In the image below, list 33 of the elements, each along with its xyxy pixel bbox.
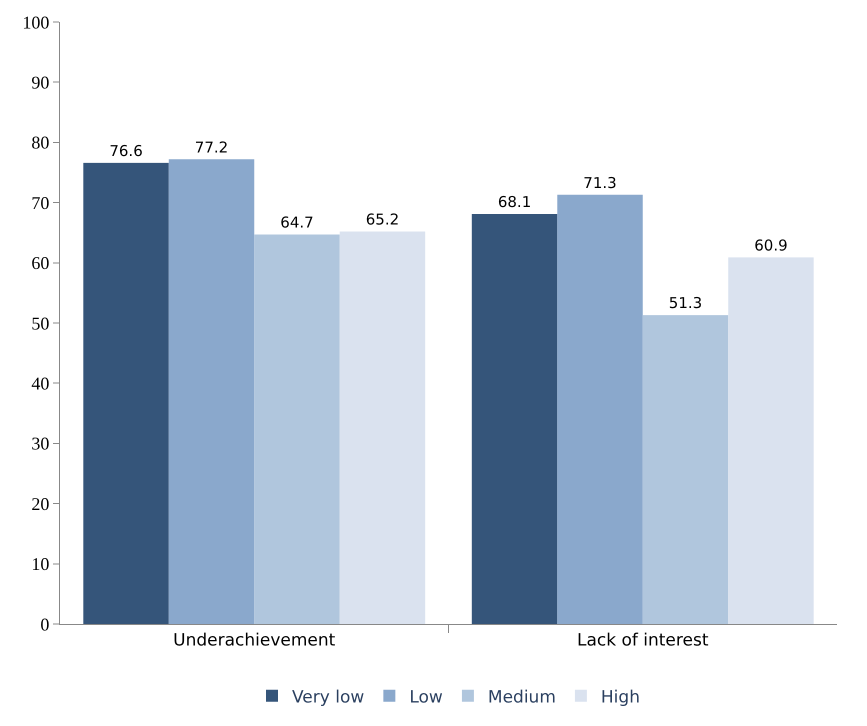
x-tick-label: Underachievement bbox=[173, 630, 336, 650]
data-label: 68.1 bbox=[498, 193, 532, 212]
bar bbox=[557, 194, 643, 624]
data-label: 64.7 bbox=[280, 214, 314, 232]
data-label: 65.2 bbox=[366, 210, 400, 228]
bar bbox=[642, 315, 728, 624]
data-label: 76.6 bbox=[109, 142, 143, 160]
legend-label: Low bbox=[409, 687, 443, 708]
x-tick-label: Lack of interest bbox=[577, 630, 709, 650]
bar bbox=[168, 159, 254, 624]
y-tick-label: 90 bbox=[31, 72, 50, 92]
bar bbox=[728, 257, 814, 624]
bar bbox=[254, 234, 340, 624]
data-label: 71.3 bbox=[583, 174, 617, 192]
y-tick-label: 0 bbox=[40, 614, 50, 634]
data-label: 77.2 bbox=[194, 138, 228, 156]
y-tick-label: 30 bbox=[31, 434, 50, 454]
legend-label: Medium bbox=[488, 687, 556, 708]
legend-label: Very low bbox=[292, 687, 364, 708]
y-tick-label: 10 bbox=[31, 554, 50, 574]
bar bbox=[340, 232, 426, 624]
y-tick-label: 70 bbox=[31, 192, 50, 213]
bar bbox=[472, 214, 558, 624]
data-label: 60.9 bbox=[754, 236, 788, 254]
y-tick-label: 50 bbox=[31, 313, 50, 334]
y-tick-label: 100 bbox=[22, 12, 50, 32]
y-tick-label: 40 bbox=[31, 374, 50, 394]
y-tick-label: 80 bbox=[31, 132, 50, 153]
bar bbox=[83, 162, 169, 624]
y-tick-label: 60 bbox=[31, 253, 50, 274]
y-tick-label: 20 bbox=[31, 494, 50, 514]
data-label: 51.3 bbox=[668, 294, 702, 312]
legend-label: High bbox=[600, 687, 640, 708]
